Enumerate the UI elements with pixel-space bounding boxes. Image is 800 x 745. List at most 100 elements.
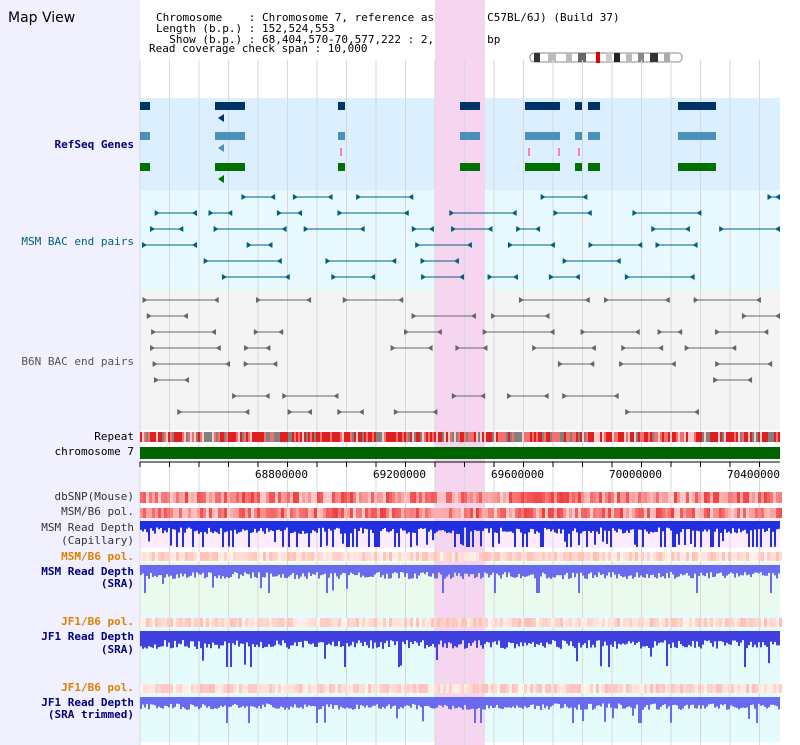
b6n-bac-end	[580, 329, 586, 335]
depth-bar	[170, 697, 172, 705]
heat-cell	[278, 492, 281, 503]
heat-cell	[473, 618, 476, 627]
heat-cell	[563, 492, 566, 503]
depth-bar	[232, 697, 234, 706]
depth-bar	[162, 697, 164, 709]
heat-cell	[677, 492, 680, 503]
repeat-segment	[144, 432, 146, 442]
depth-bar	[624, 697, 626, 709]
depth-bar	[634, 697, 636, 709]
depth-bar	[540, 631, 542, 643]
msm-bac-end	[574, 274, 580, 280]
depth-bar	[650, 565, 652, 576]
heat-cell	[581, 552, 584, 561]
track-label-dbsnp[interactable]: dbSNP(Mouse)	[54, 490, 134, 503]
heat-cell	[680, 684, 683, 693]
heat-cell	[737, 684, 740, 693]
heat-cell	[581, 618, 584, 627]
depth-bar	[450, 521, 452, 534]
heat-cell	[185, 552, 188, 561]
track-label-refseq[interactable]: RefSeq Genes	[54, 138, 134, 151]
track-label-chromosome[interactable]: chromosome 7	[54, 445, 134, 458]
depth-bar	[268, 521, 270, 532]
heat-cell	[668, 552, 671, 561]
repeat-segment	[474, 432, 476, 442]
track-label-msm-b6-pol-1[interactable]: MSM/B6 pol.	[61, 505, 134, 518]
depth-bar	[384, 521, 386, 528]
depth-bar	[504, 631, 506, 649]
heat-cell	[578, 492, 581, 503]
track-label-msm-depth-sra[interactable]: MSM Read Depth	[41, 565, 134, 578]
track-label-jf1-depth-trim[interactable]: JF1 Read Depth	[41, 696, 134, 709]
depth-bar	[320, 521, 322, 547]
heat-cell	[671, 508, 674, 518]
depth-bar	[554, 697, 556, 704]
heat-cell	[368, 618, 371, 627]
heat-cell	[215, 492, 218, 503]
depth-bar	[282, 697, 284, 708]
heat-cell	[668, 508, 671, 518]
depth-bar	[276, 565, 278, 577]
depth-bar	[548, 697, 550, 710]
repeat-segment	[552, 432, 554, 442]
repeat-segment	[688, 432, 690, 442]
repeat-segment	[616, 432, 618, 442]
depth-bar	[474, 521, 476, 531]
heat-cell	[167, 618, 170, 627]
repeat-segment	[496, 432, 498, 442]
depth-bar	[368, 521, 370, 547]
heat-cell	[371, 684, 374, 693]
depth-bar	[610, 631, 612, 645]
depth-bar	[394, 631, 396, 646]
depth-bar	[370, 565, 372, 577]
track-label-msm-depth-cap[interactable]: MSM Read Depth	[41, 521, 134, 534]
depth-bar	[176, 631, 178, 648]
b6n-bac-end	[562, 393, 568, 399]
depth-bar	[360, 521, 362, 528]
track-label-b6n-bac[interactable]: B6N BAC end pairs	[21, 355, 134, 368]
track-label-repeat[interactable]: Repeat	[94, 430, 134, 443]
depth-bar	[366, 697, 368, 706]
depth-bar	[470, 697, 472, 709]
heat-cell	[623, 492, 626, 503]
depth-bar	[756, 631, 758, 648]
b6n-bac-end	[604, 297, 610, 303]
msm-bac-end	[208, 210, 214, 216]
track-label-jf1-b6-pol-2[interactable]: JF1/B6 pol.	[61, 681, 134, 694]
track-label-jf1-depth-sra[interactable]: JF1 Read Depth	[41, 630, 134, 643]
track-label-jf1-b6-pol-1[interactable]: JF1/B6 pol.	[61, 615, 134, 628]
track-label-msm-bac[interactable]: MSM BAC end pairs	[21, 235, 134, 248]
depth-bar	[242, 565, 244, 577]
depth-bar	[234, 521, 236, 530]
repeat-segment	[278, 432, 280, 442]
depth-bar	[352, 521, 354, 547]
depth-bar	[198, 697, 200, 710]
b6n-bac-end	[470, 313, 476, 319]
heat-cell	[746, 618, 749, 627]
depth-bar	[202, 631, 204, 661]
depth-bar	[226, 521, 228, 532]
gene-feature	[460, 163, 480, 171]
depth-bar	[172, 631, 174, 648]
heat-cell	[704, 684, 707, 693]
repeat-segment	[582, 432, 584, 442]
heat-cell	[638, 618, 641, 627]
heat-cell	[212, 618, 215, 627]
depth-bar	[486, 521, 488, 529]
heat-cell	[665, 508, 668, 518]
track-label-msm-b6-pol-2[interactable]: MSM/B6 pol.	[61, 550, 134, 563]
heat-cell	[323, 492, 326, 503]
chromosome-ideogram[interactable]	[529, 52, 683, 63]
depth-bar	[498, 631, 500, 641]
repeat-segment	[182, 432, 184, 442]
heat-cell	[377, 492, 380, 503]
depth-bar	[502, 521, 504, 532]
depth-bar	[310, 631, 312, 645]
heat-cell	[173, 492, 176, 503]
depth-bar	[532, 631, 534, 643]
heat-cell	[557, 492, 560, 503]
depth-bar	[600, 631, 602, 667]
heat-cell	[257, 552, 260, 561]
heat-cell	[326, 684, 329, 693]
